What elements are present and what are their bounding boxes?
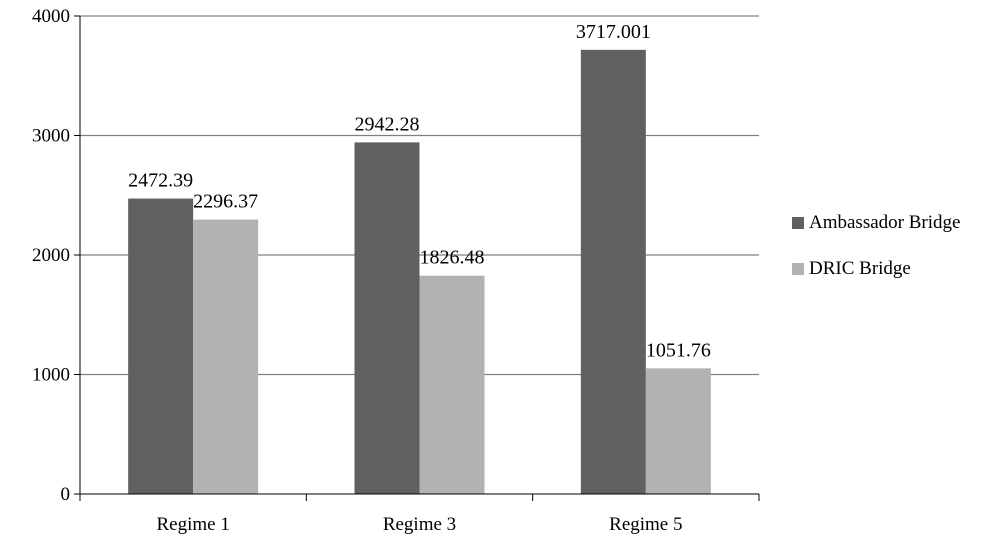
bar-ambassador-bridge-3 bbox=[580, 49, 646, 494]
bar-dric-bridge-3 bbox=[645, 368, 711, 494]
legend-swatch bbox=[792, 217, 804, 229]
y-tick-label: 4000 bbox=[32, 6, 70, 27]
bars bbox=[128, 49, 711, 495]
legend-swatch bbox=[792, 263, 804, 275]
data-label: 2942.28 bbox=[355, 113, 420, 135]
bar-dric-bridge-1 bbox=[193, 219, 259, 494]
legend: Ambassador Bridge DRIC Bridge bbox=[792, 212, 960, 279]
y-tick-label: 1000 bbox=[32, 365, 70, 386]
y-tick-label: 3000 bbox=[32, 126, 70, 147]
legend-entry: DRIC Bridge bbox=[809, 258, 911, 279]
x-tick-label: Regime 5 bbox=[609, 514, 682, 535]
axes: 0 1000 2000 3000 4000 Regime 1 Regime 3 Regime … bbox=[32, 6, 760, 535]
y-tick-label: 2000 bbox=[32, 245, 70, 266]
data-label: 2472.39 bbox=[128, 170, 193, 192]
y-tick-label: 0 bbox=[61, 484, 71, 505]
bar-ambassador-bridge-1 bbox=[128, 198, 194, 495]
data-label: 1826.48 bbox=[420, 247, 485, 269]
bar-ambassador-bridge-2 bbox=[354, 142, 420, 495]
x-tick-label: Regime 1 bbox=[156, 514, 229, 535]
bar-dric-bridge-2 bbox=[419, 275, 485, 494]
data-label: 3717.001 bbox=[576, 21, 651, 43]
legend-entry: Ambassador Bridge bbox=[809, 212, 960, 233]
x-tick-label: Regime 3 bbox=[383, 514, 456, 535]
data-label: 2296.37 bbox=[193, 191, 258, 213]
data-label: 1051.76 bbox=[646, 339, 711, 361]
